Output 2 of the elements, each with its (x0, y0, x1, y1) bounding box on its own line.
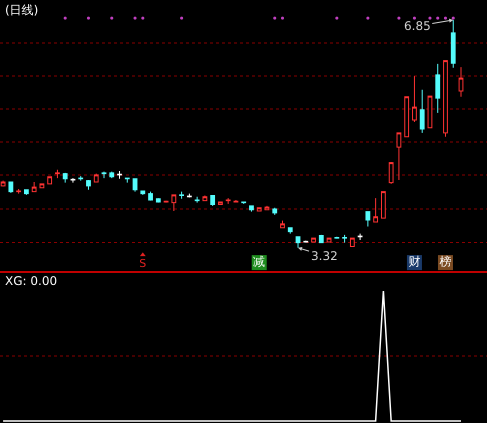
candlestick (458, 66, 464, 98)
chart-title: XG: 0.00 (5, 274, 58, 288)
